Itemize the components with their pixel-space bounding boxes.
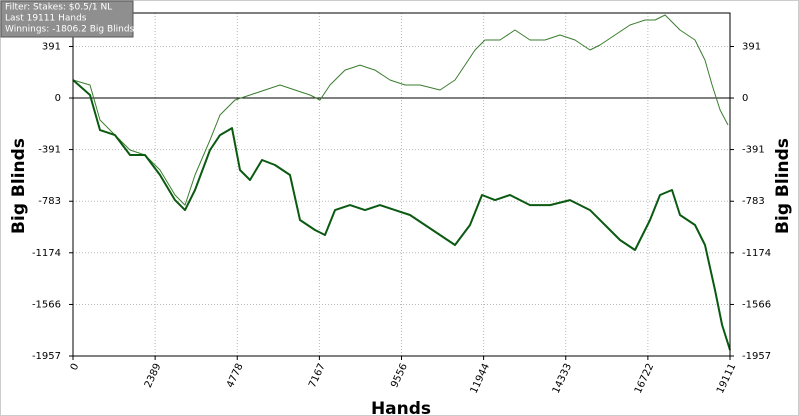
y-tick-label: 0 — [55, 93, 61, 104]
y2-tick-label: -391 — [742, 145, 765, 156]
y2-tick-label: 391 — [742, 41, 761, 52]
series-line — [72, 79, 731, 351]
y2-tick-label: -1174 — [742, 248, 771, 259]
y-tick-label: -1174 — [32, 248, 61, 259]
x-tick-label: 0 — [69, 362, 82, 372]
y-tick-label: -1957 — [32, 351, 61, 362]
y-tick-label: -391 — [38, 145, 61, 156]
y2-tick-label: -783 — [742, 196, 765, 207]
x-axis-title: Hands — [371, 399, 431, 416]
filter-text: Winnings: -1806.2 Big Blinds — [5, 25, 135, 35]
y2-axis-title: Big Blinds — [773, 138, 793, 234]
y-tick-label: -783 — [38, 196, 61, 207]
y-tick-label: -1566 — [32, 299, 61, 310]
y2-tick-label: 0 — [742, 93, 748, 104]
plot-frame — [72, 12, 731, 357]
y2-tick-label: -1566 — [742, 299, 771, 310]
filter-text: Filter: Stakes: $0.5/1 NL — [5, 3, 112, 13]
y2-tick-label: -1957 — [742, 351, 771, 362]
y-axis-title: Big Blinds — [9, 138, 29, 234]
filter-text: Last 19111 Hands — [5, 14, 87, 24]
filter-box-bg — [0, 0, 134, 38]
y-tick-label: 391 — [42, 41, 61, 52]
series-line — [72, 14, 729, 206]
